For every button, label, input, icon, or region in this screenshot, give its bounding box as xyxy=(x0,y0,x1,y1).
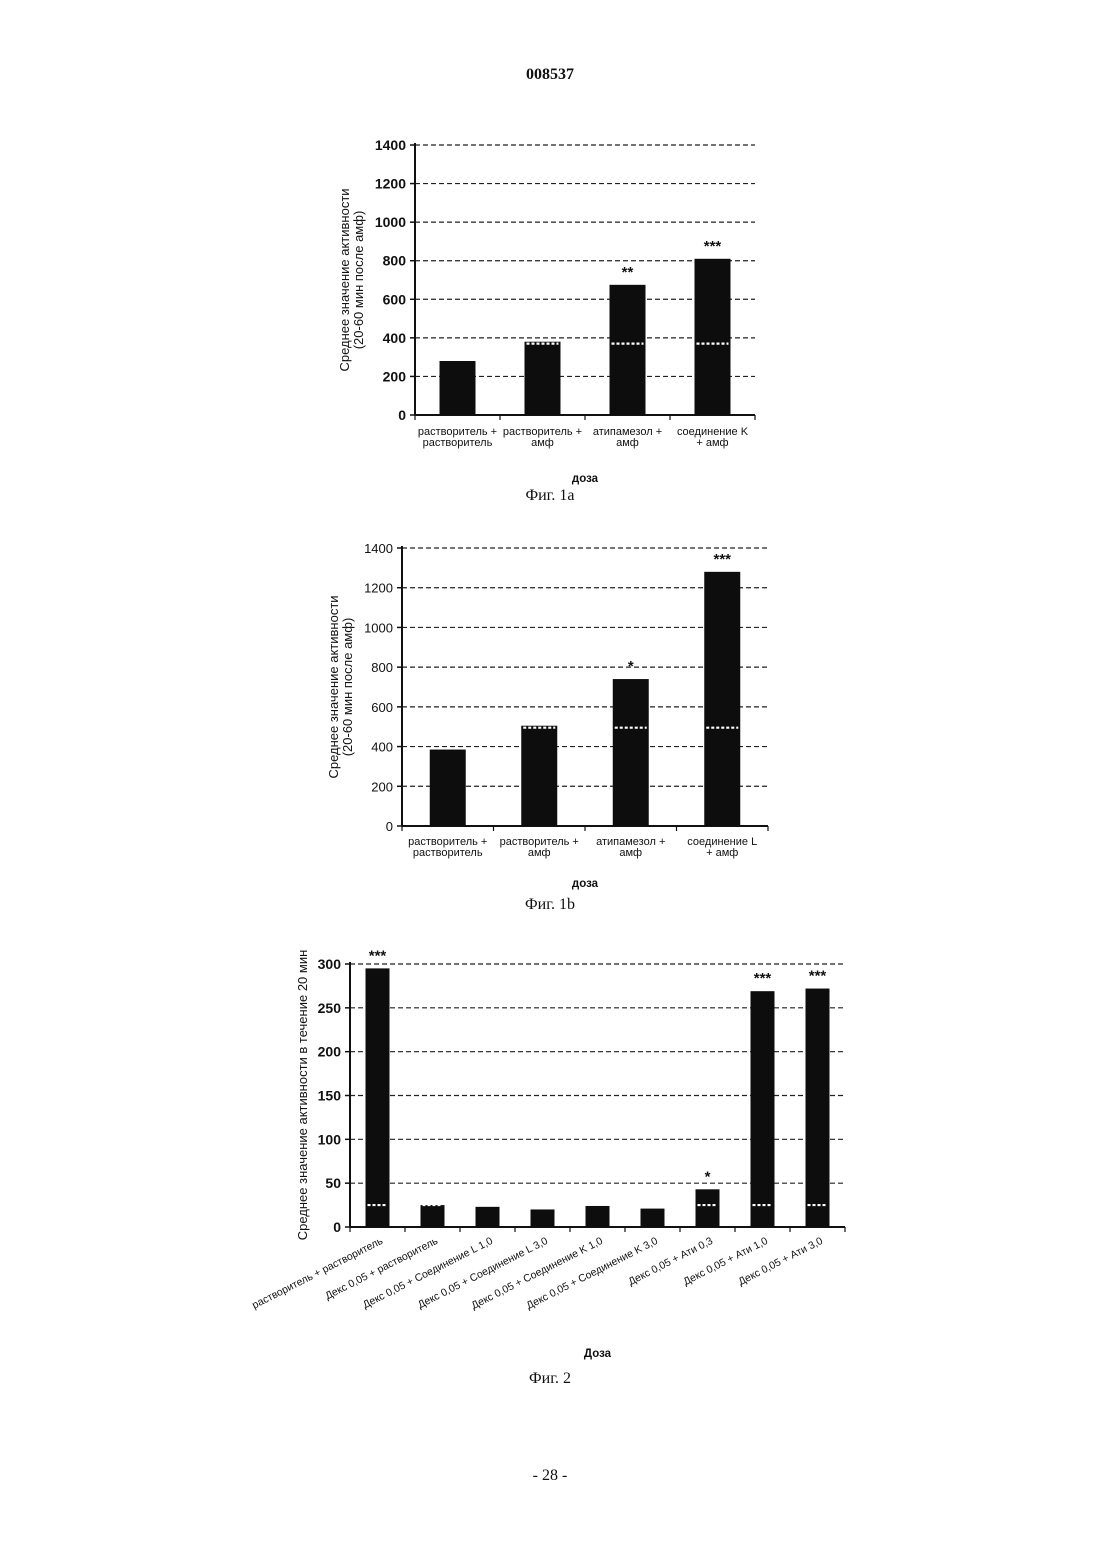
bar xyxy=(421,1205,445,1227)
y-tick-label: 50 xyxy=(325,1175,341,1191)
y-tick-label: 150 xyxy=(318,1088,342,1104)
significance-marker: *** xyxy=(754,970,772,987)
significance-marker: * xyxy=(705,1168,711,1185)
y-tick-label: 200 xyxy=(318,1044,342,1060)
y-tick-label: 250 xyxy=(318,1000,342,1016)
y-tick-label: 0 xyxy=(333,1219,341,1235)
figure-2-caption: Фиг. 2 xyxy=(0,1370,1100,1388)
page-footer-number: - 28 - xyxy=(0,1467,1100,1485)
x-axis-label: Доза xyxy=(584,1348,612,1360)
bar xyxy=(806,989,830,1227)
bar xyxy=(641,1209,665,1227)
bar xyxy=(751,991,775,1227)
significance-marker: *** xyxy=(809,968,827,985)
bar xyxy=(531,1209,555,1227)
significance-marker: *** xyxy=(369,947,387,964)
y-tick-label: 100 xyxy=(318,1131,342,1147)
bar xyxy=(366,968,390,1227)
figure-2-chart: 050100150200250300***растворитель + раст… xyxy=(0,0,1100,1380)
bar xyxy=(586,1206,610,1227)
bar xyxy=(696,1189,720,1227)
y-tick-label: 300 xyxy=(318,956,342,972)
y-axis-label: Среднее значение активности в течение 20… xyxy=(295,950,310,1241)
bar xyxy=(476,1207,500,1227)
